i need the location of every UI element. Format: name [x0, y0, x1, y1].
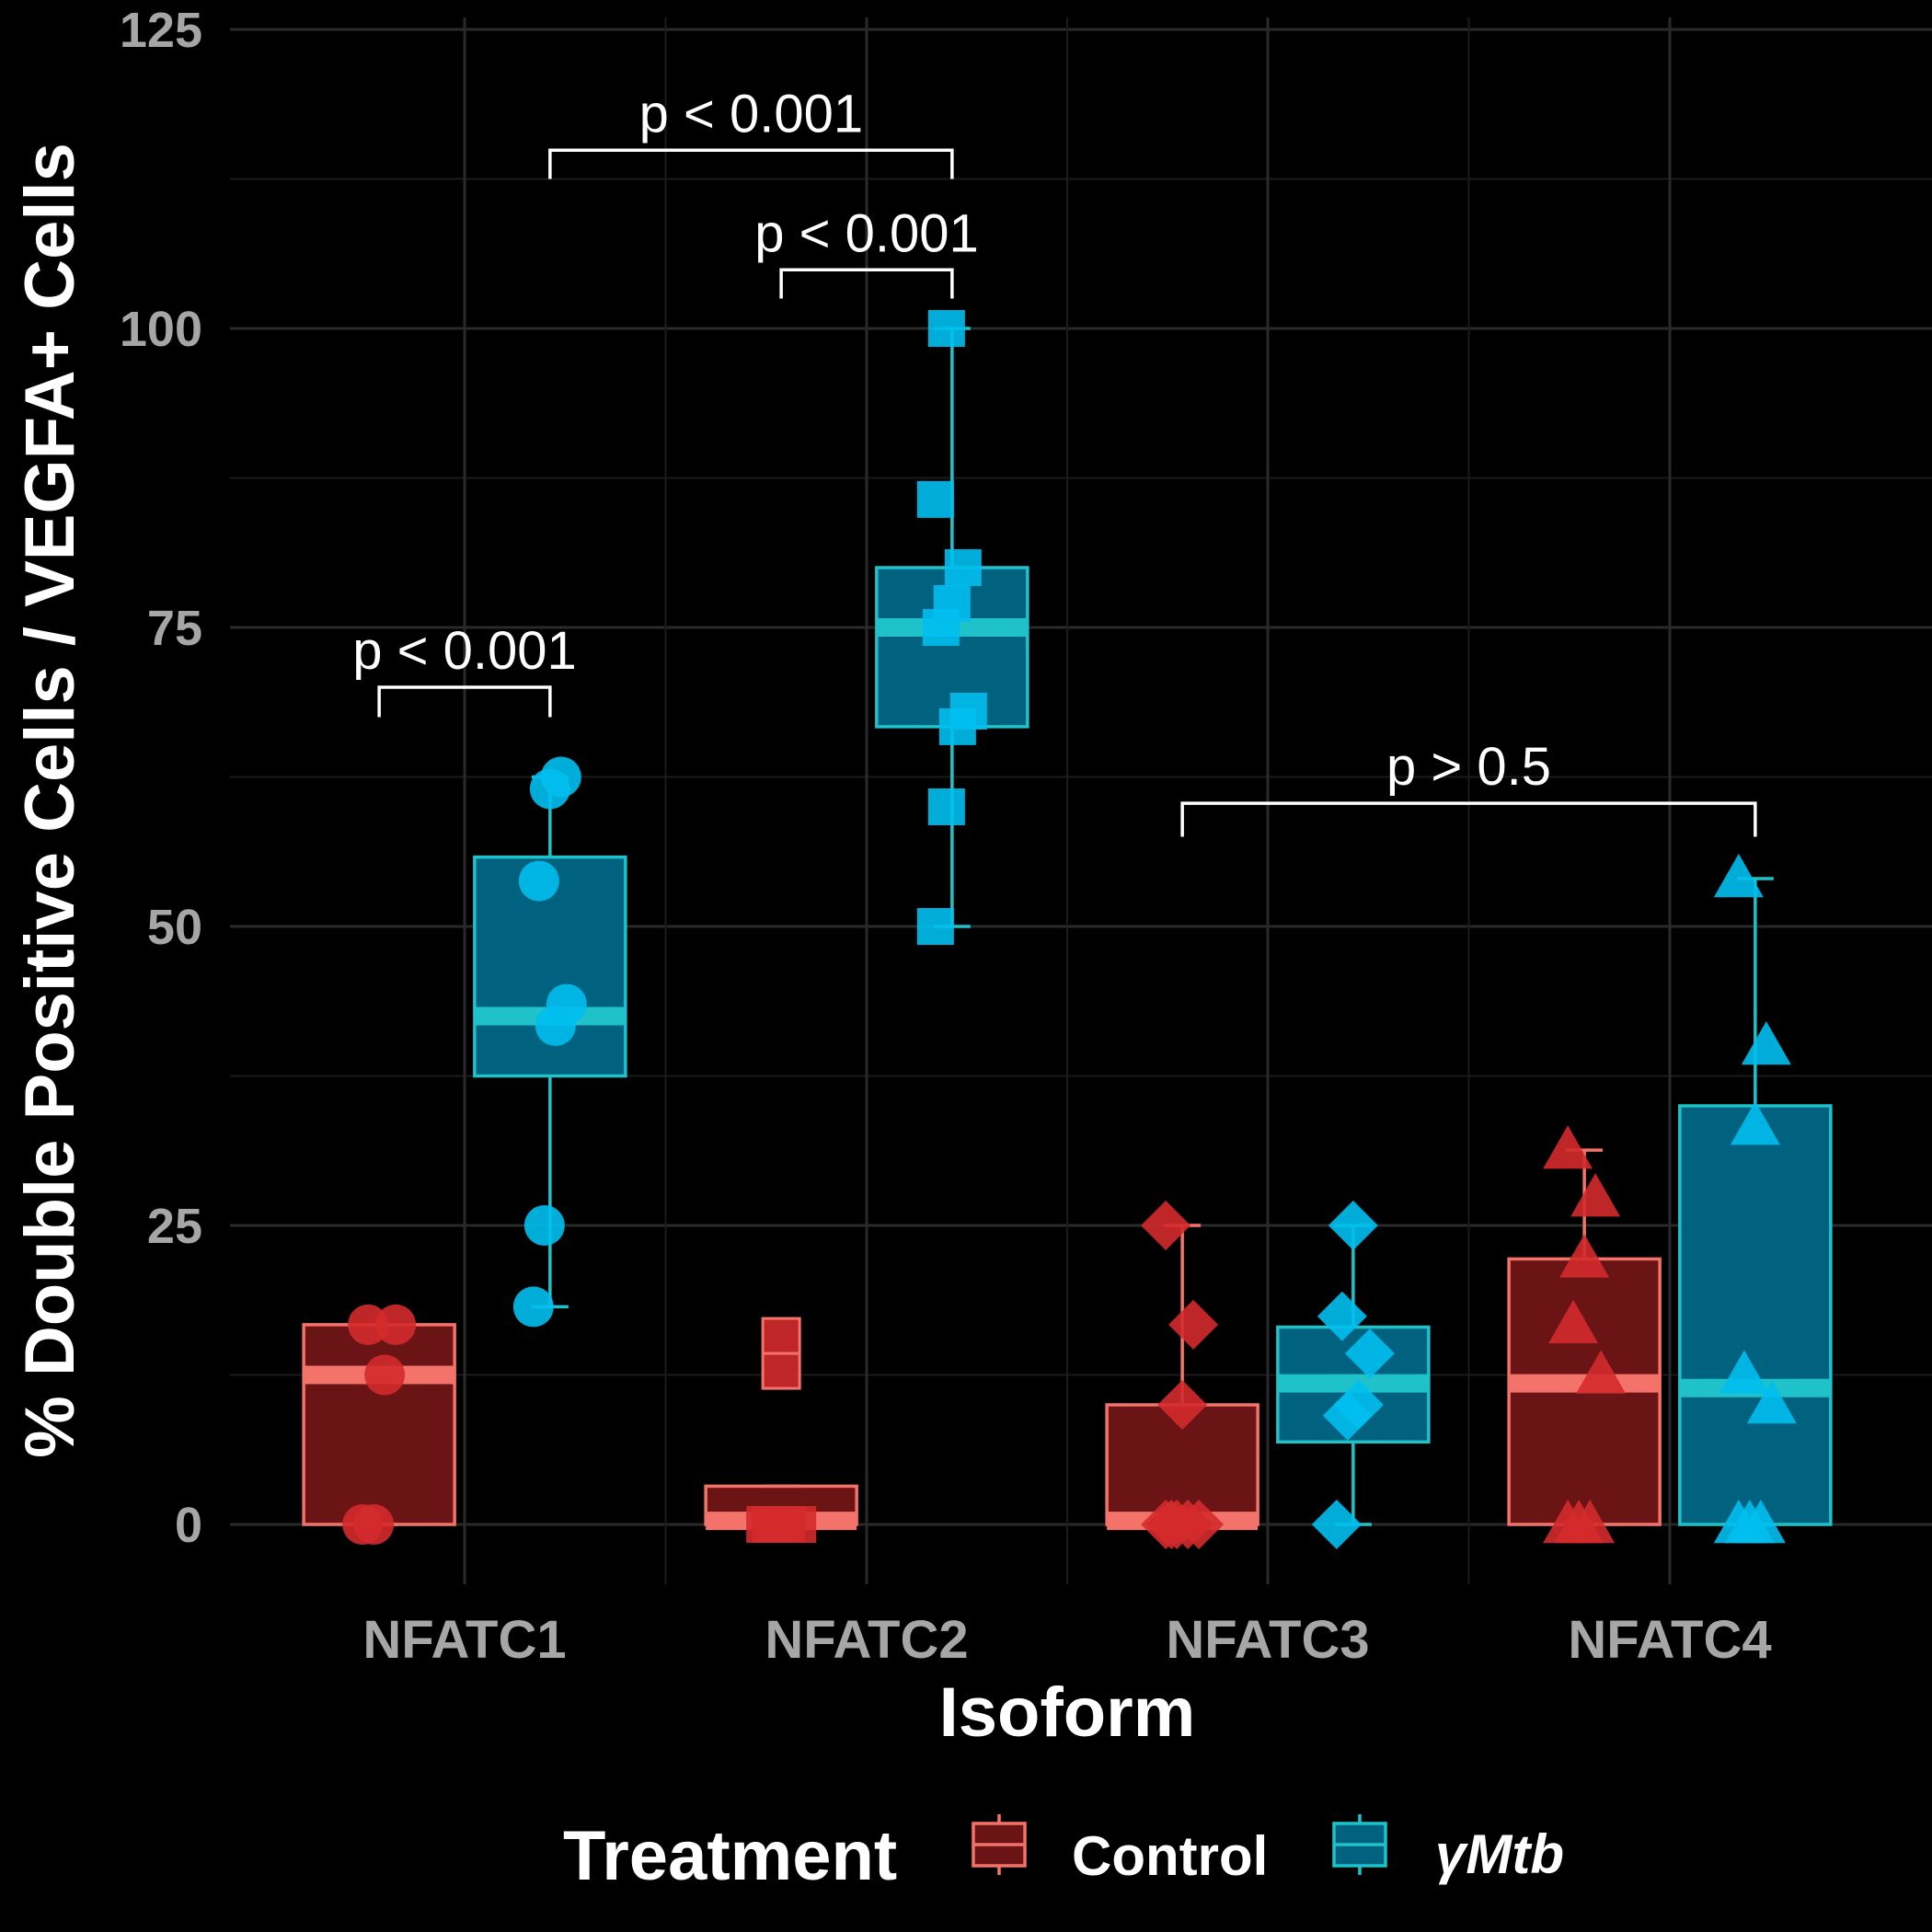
y-tick-label: 50 — [147, 900, 202, 955]
data-point — [1719, 1350, 1769, 1394]
grid-lines — [230, 17, 1932, 1584]
data-point — [353, 1504, 395, 1545]
box-groups — [302, 310, 1833, 1549]
data-point — [1559, 1234, 1610, 1278]
data-point — [364, 1354, 406, 1396]
data-point — [916, 480, 954, 518]
bracket-line — [377, 685, 552, 718]
data-point — [1548, 1299, 1599, 1344]
data-point — [1543, 1125, 1593, 1169]
data-point — [949, 693, 987, 730]
data-point — [927, 310, 965, 347]
box-body — [302, 1323, 456, 1526]
box-nfatc4-gmtb — [1678, 854, 1833, 1544]
significance-bracket: p < 0.001 — [352, 621, 577, 718]
x-axis-title: Isoform — [939, 1673, 1196, 1752]
data-point — [518, 860, 559, 902]
data-point — [1746, 1380, 1797, 1424]
data-point — [927, 788, 965, 825]
box-nfatc3-gmtb — [1276, 1201, 1431, 1549]
legend-key-gmtb — [1332, 1814, 1387, 1875]
legend: Treatment Control γMtb — [563, 1814, 1564, 1895]
x-tick-label: NFATC3 — [1166, 1610, 1369, 1670]
p-value-label: p > 0.5 — [1386, 737, 1551, 797]
data-point — [1713, 854, 1764, 898]
box-nfatc1-control — [302, 1304, 456, 1545]
data-point — [1146, 1500, 1197, 1549]
data-point — [1141, 1201, 1191, 1250]
y-tick-label: 100 — [120, 302, 202, 357]
x-axis-tick-labels: NFATC1 NFATC2 NFATC3 NFATC4 — [362, 1610, 1771, 1670]
data-point — [1344, 1328, 1395, 1379]
x-tick-label: NFATC4 — [1568, 1610, 1771, 1670]
data-point — [348, 1304, 389, 1345]
bracket-line — [1180, 801, 1757, 837]
data-point — [1328, 1201, 1378, 1250]
box-body — [1678, 1104, 1833, 1526]
data-point — [1333, 1380, 1384, 1430]
data-point — [1735, 1500, 1786, 1544]
legend-title: Treatment — [563, 1817, 897, 1895]
legend-label-gmtb: γMtb — [1435, 1823, 1564, 1885]
data-point — [944, 549, 982, 586]
data-point — [540, 756, 581, 798]
data-point — [512, 1286, 554, 1328]
box-nfatc2-gmtb — [875, 310, 1029, 945]
box-nfatc1-gmtb — [473, 756, 627, 1328]
significance-brackets: p < 0.001 p < 0.001 p < 0.001 p > 0.5 — [352, 84, 1757, 837]
data-point — [1565, 1500, 1616, 1544]
y-tick-label: 75 — [147, 601, 202, 656]
data-point — [1157, 1380, 1208, 1430]
data-point — [763, 1506, 800, 1543]
data-point — [1730, 1101, 1780, 1145]
x-tick-label: NFATC2 — [765, 1610, 968, 1670]
bracket-line — [548, 148, 954, 179]
y-axis-title: % Double Positive Cells / VEGFA+ Cells — [11, 143, 89, 1458]
data-point — [933, 585, 971, 622]
y-tick-label: 25 — [147, 1199, 202, 1254]
p-value-label: p < 0.001 — [352, 621, 577, 681]
legend-key-control — [972, 1814, 1027, 1875]
data-point — [916, 908, 954, 945]
x-tick-label: NFATC1 — [362, 1610, 566, 1670]
data-point — [546, 983, 587, 1025]
data-point — [1576, 1350, 1627, 1394]
significance-bracket: p < 0.001 — [754, 203, 979, 299]
significance-bracket: p < 0.001 — [548, 84, 954, 179]
data-point — [1174, 1500, 1225, 1549]
data-point — [1741, 1021, 1791, 1065]
y-axis-tick-labels: 0 25 50 75 100 125 — [120, 3, 202, 1553]
p-value-label: p < 0.001 — [754, 203, 979, 263]
p-value-label: p < 0.001 — [639, 84, 864, 144]
box-nfatc3-control — [1105, 1201, 1259, 1549]
y-tick-label: 0 — [175, 1498, 202, 1553]
data-point — [1570, 1173, 1621, 1217]
data-point — [1311, 1500, 1362, 1549]
legend-label-control: Control — [1072, 1825, 1268, 1887]
significance-bracket: p > 0.5 — [1180, 737, 1757, 837]
data-point — [523, 1205, 565, 1246]
data-point — [1317, 1291, 1367, 1341]
box-nfatc2-control — [704, 1317, 858, 1543]
bracket-line — [779, 268, 954, 299]
y-tick-label: 125 — [120, 3, 202, 58]
data-point — [1168, 1299, 1219, 1350]
box-nfatc4-control — [1507, 1125, 1662, 1544]
